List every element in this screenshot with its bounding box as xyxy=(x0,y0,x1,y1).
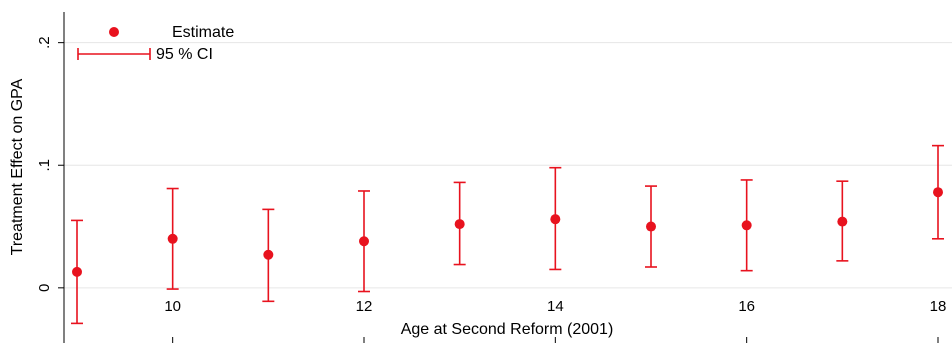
x-tick-label: 14 xyxy=(547,298,564,315)
estimate-point xyxy=(72,266,82,277)
estimate-point xyxy=(359,236,369,247)
estimate-point xyxy=(263,249,274,260)
estimate-point xyxy=(550,214,561,225)
x-tick-label: 18 xyxy=(930,298,947,315)
y-tick-label: .1 xyxy=(36,159,53,172)
x-tick-label: 16 xyxy=(738,298,755,315)
y-axis-title: Treatment Effect on GPA xyxy=(9,78,26,255)
y-tick-label: 0 xyxy=(36,284,53,292)
legend: Estimate 95 % CI xyxy=(77,24,234,63)
x-tick-label: 10 xyxy=(164,298,181,315)
y-ticks: 0 .1 .2 xyxy=(36,36,64,292)
legend-estimate-label: Estimate xyxy=(172,24,234,41)
x-tick-label: 12 xyxy=(356,298,373,315)
legend-estimate-marker xyxy=(109,27,119,37)
x-axis-title: Age at Second Reform (2001) xyxy=(401,321,614,338)
estimate-point xyxy=(933,187,943,198)
estimate-point xyxy=(454,219,465,230)
gridlines xyxy=(64,42,952,289)
estimate-point xyxy=(741,220,752,231)
x-ticks: 10 12 14 16 18 xyxy=(164,298,946,343)
y-tick-label: .2 xyxy=(36,36,53,49)
estimate-point xyxy=(837,216,848,227)
estimate-point xyxy=(646,221,656,232)
estimate-points xyxy=(72,187,943,277)
estimate-point xyxy=(167,233,178,244)
ci-bars xyxy=(71,144,944,325)
legend-ci-marker xyxy=(77,48,151,60)
legend-ci-label: 95 % CI xyxy=(156,46,213,63)
